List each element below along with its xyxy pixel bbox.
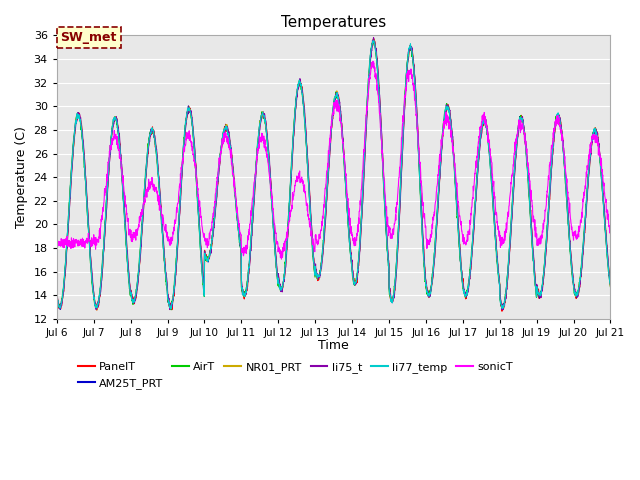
li75_t xyxy=(207,245,215,251)
li77_temp xyxy=(558,134,566,140)
AirT xyxy=(573,291,581,297)
NR01_PRT xyxy=(362,129,370,135)
AM25T_PRT xyxy=(573,292,581,298)
li75_t xyxy=(499,307,507,312)
NR01_PRT xyxy=(370,36,378,42)
AM25T_PRT xyxy=(558,136,566,142)
sonicT xyxy=(495,229,503,235)
PanelT xyxy=(53,288,61,294)
AM25T_PRT xyxy=(369,37,377,43)
Y-axis label: Temperature (C): Temperature (C) xyxy=(15,126,28,228)
Title: Temperatures: Temperatures xyxy=(281,15,387,30)
NR01_PRT xyxy=(573,293,581,299)
AM25T_PRT xyxy=(207,241,215,247)
li77_temp xyxy=(207,241,215,247)
li77_temp xyxy=(350,279,358,285)
sonicT xyxy=(362,120,370,126)
AM25T_PRT xyxy=(495,275,503,280)
li77_temp xyxy=(362,124,370,130)
sonicT xyxy=(607,228,614,233)
sonicT xyxy=(207,227,215,232)
AirT xyxy=(53,295,61,300)
NR01_PRT xyxy=(607,283,614,288)
Line: sonicT: sonicT xyxy=(57,61,611,259)
AirT xyxy=(495,277,503,283)
sonicT xyxy=(53,241,61,247)
AM25T_PRT xyxy=(350,277,358,283)
AM25T_PRT xyxy=(53,292,61,298)
AirT xyxy=(558,135,566,141)
Line: AirT: AirT xyxy=(57,39,611,310)
li75_t xyxy=(495,271,502,277)
li75_t xyxy=(573,292,581,298)
li77_temp xyxy=(167,306,175,312)
li77_temp xyxy=(607,282,614,288)
AirT xyxy=(607,284,614,290)
li75_t xyxy=(362,138,369,144)
li75_t xyxy=(370,35,378,41)
sonicT xyxy=(350,238,358,243)
li77_temp xyxy=(369,38,377,44)
PanelT xyxy=(607,284,614,289)
sonicT xyxy=(558,131,566,137)
PanelT xyxy=(558,129,566,134)
li75_t xyxy=(53,291,61,297)
AM25T_PRT xyxy=(56,307,64,312)
AirT xyxy=(207,242,215,248)
li77_temp xyxy=(495,276,503,281)
sonicT xyxy=(278,256,285,262)
PanelT xyxy=(370,35,378,41)
sonicT xyxy=(573,235,581,240)
Line: PanelT: PanelT xyxy=(57,38,611,311)
sonicT xyxy=(369,59,377,64)
NR01_PRT xyxy=(350,276,358,282)
PanelT xyxy=(349,279,357,285)
PanelT xyxy=(362,135,369,141)
li75_t xyxy=(349,275,357,280)
NR01_PRT xyxy=(93,307,100,313)
Line: NR01_PRT: NR01_PRT xyxy=(57,39,611,310)
PanelT xyxy=(495,272,502,278)
Legend: PanelT, AM25T_PRT, AirT, NR01_PRT, li75_t, li77_temp, sonicT: PanelT, AM25T_PRT, AirT, NR01_PRT, li75_… xyxy=(74,358,517,393)
NR01_PRT xyxy=(558,131,566,136)
NR01_PRT xyxy=(207,242,215,248)
li77_temp xyxy=(573,288,581,294)
PanelT xyxy=(573,291,581,297)
AirT xyxy=(362,123,370,129)
Line: AM25T_PRT: AM25T_PRT xyxy=(57,40,611,310)
li75_t xyxy=(558,130,566,135)
NR01_PRT xyxy=(53,290,61,296)
AM25T_PRT xyxy=(362,126,370,132)
NR01_PRT xyxy=(495,273,503,278)
Line: li75_t: li75_t xyxy=(57,38,611,310)
PanelT xyxy=(498,308,506,314)
AirT xyxy=(369,36,377,42)
AM25T_PRT xyxy=(607,281,614,287)
AirT xyxy=(350,278,358,284)
PanelT xyxy=(207,248,215,254)
Line: li77_temp: li77_temp xyxy=(57,41,611,309)
li75_t xyxy=(607,281,614,287)
X-axis label: Time: Time xyxy=(318,339,349,352)
li77_temp xyxy=(53,293,61,299)
AirT xyxy=(167,307,175,312)
Text: SW_met: SW_met xyxy=(61,31,117,44)
